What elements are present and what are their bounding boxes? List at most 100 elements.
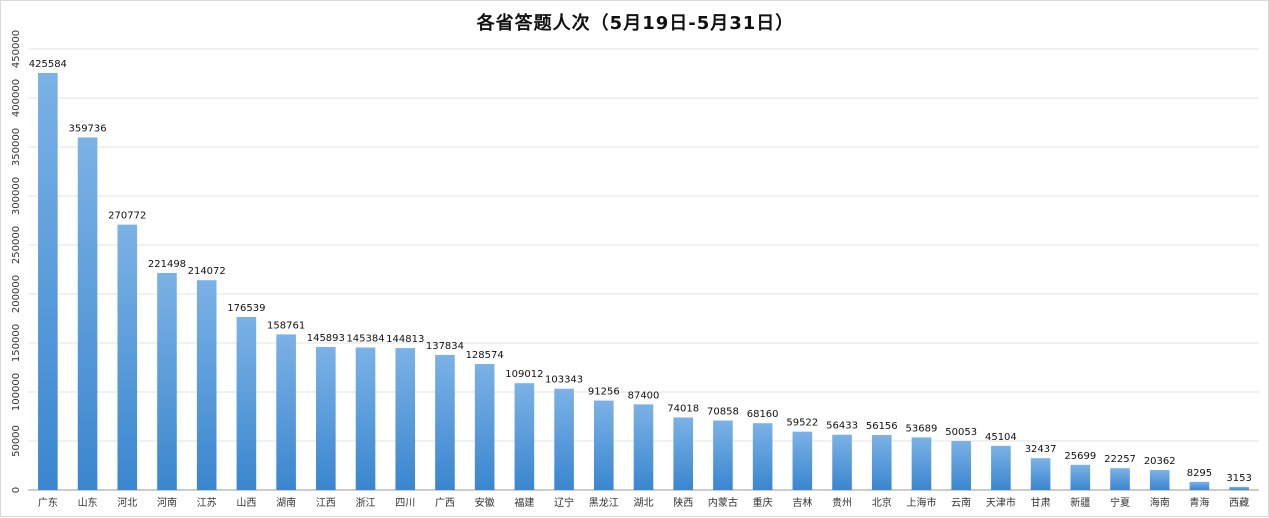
bar — [1030, 458, 1051, 490]
chart-title: 各省答题人次（5月19日-5月31日） — [476, 13, 795, 34]
x-tick-label: 天津市 — [986, 496, 1016, 509]
x-tick-label: 重庆 — [753, 496, 773, 509]
y-tick-label: 150000 — [11, 324, 22, 362]
data-label: 59522 — [786, 418, 818, 429]
x-tick-label: 上海市 — [906, 496, 936, 509]
bar — [593, 400, 614, 490]
y-tick-label: 350000 — [11, 128, 22, 166]
data-label: 50053 — [945, 427, 977, 438]
x-tick-label: 西藏 — [1229, 497, 1249, 509]
x-tick-label: 江西 — [316, 497, 336, 509]
data-label: 103343 — [545, 375, 583, 386]
bar — [832, 434, 852, 490]
data-label: 158761 — [267, 320, 305, 331]
bar — [792, 431, 813, 490]
x-tick-label: 湖南 — [276, 496, 296, 509]
bar — [276, 334, 296, 490]
bar — [316, 347, 336, 490]
data-label: 32437 — [1025, 444, 1057, 455]
bar — [196, 280, 217, 490]
bar — [713, 420, 733, 490]
x-tick-label: 安徽 — [475, 496, 495, 509]
bar — [395, 348, 416, 490]
data-label: 56156 — [866, 421, 898, 432]
data-label: 425584 — [29, 59, 67, 70]
bars — [38, 72, 1249, 491]
x-tick-label: 甘肃 — [1031, 496, 1051, 509]
x-tick-label: 北京 — [872, 496, 892, 509]
x-tick-label: 吉林 — [792, 496, 812, 509]
x-tick-label: 浙江 — [356, 497, 376, 509]
data-label: 109012 — [505, 369, 543, 380]
bar — [1149, 470, 1170, 490]
x-tick-label: 山西 — [236, 497, 256, 509]
x-tick-label: 新疆 — [1070, 496, 1090, 509]
bar — [554, 388, 574, 490]
bar — [1189, 481, 1210, 490]
x-tick-label: 辽宁 — [554, 496, 574, 509]
data-label: 87400 — [628, 390, 660, 401]
bar — [633, 404, 654, 490]
bar — [1229, 486, 1249, 490]
x-tick-label: 河北 — [117, 497, 137, 509]
data-label: 128574 — [466, 350, 504, 361]
x-tick-label: 湖北 — [634, 497, 654, 509]
x-tick-label: 贵州 — [832, 496, 852, 509]
data-label: 145384 — [346, 334, 384, 345]
bar — [951, 440, 971, 490]
y-tick-label: 100000 — [11, 373, 22, 411]
x-tick-label: 内蒙古 — [708, 496, 738, 509]
x-tick-label: 山东 — [78, 496, 98, 509]
bar — [1110, 468, 1130, 490]
x-tick-label: 河南 — [157, 496, 177, 509]
data-label: 45104 — [985, 432, 1017, 443]
y-tick-label: 0 — [11, 487, 22, 493]
data-label: 145893 — [307, 333, 345, 344]
data-label: 359736 — [68, 123, 106, 134]
y-tick-label: 300000 — [11, 177, 22, 215]
x-tick-label: 青海 — [1189, 496, 1209, 509]
data-label: 3153 — [1226, 473, 1251, 484]
bar — [673, 417, 694, 490]
y-tick-label: 450000 — [11, 30, 22, 68]
x-tick-label: 广东 — [38, 496, 58, 509]
x-tick-label: 云南 — [951, 496, 971, 509]
x-tick-label: 江苏 — [197, 496, 217, 509]
data-label: 25699 — [1064, 451, 1096, 462]
data-label: 176539 — [227, 303, 265, 314]
data-label: 144813 — [386, 334, 424, 345]
data-label: 137834 — [426, 341, 464, 352]
axes: 0 50000 100000 150000 200000 250000 300000 3500… — [11, 30, 1259, 509]
bar — [911, 437, 932, 490]
data-label: 68160 — [747, 409, 779, 420]
bar — [752, 423, 773, 490]
bar — [117, 224, 138, 490]
bar — [871, 434, 892, 490]
x-tick-label: 广西 — [435, 497, 455, 509]
data-label: 91256 — [588, 387, 620, 398]
bar — [435, 354, 455, 490]
data-label: 214072 — [188, 266, 226, 277]
bar — [355, 347, 376, 490]
data-label: 74018 — [667, 403, 699, 414]
y-tick-label: 250000 — [11, 226, 22, 264]
data-label: 70858 — [707, 407, 739, 418]
x-tick-label: 陕西 — [673, 496, 693, 509]
x-tick-label: 四川 — [395, 498, 415, 509]
x-tick-label: 宁夏 — [1110, 496, 1130, 509]
y-tick-label: 400000 — [11, 79, 22, 117]
x-tick-label: 福建 — [514, 496, 534, 509]
data-label: 8295 — [1187, 468, 1212, 479]
bar — [1070, 464, 1091, 490]
data-label: 56433 — [826, 421, 858, 432]
bar — [77, 137, 98, 490]
y-tick-label: 200000 — [11, 275, 22, 313]
bar — [236, 316, 257, 490]
bar — [474, 363, 495, 490]
data-label: 221498 — [148, 259, 186, 270]
data-label: 22257 — [1104, 454, 1136, 465]
y-tick-label: 50000 — [11, 425, 22, 457]
